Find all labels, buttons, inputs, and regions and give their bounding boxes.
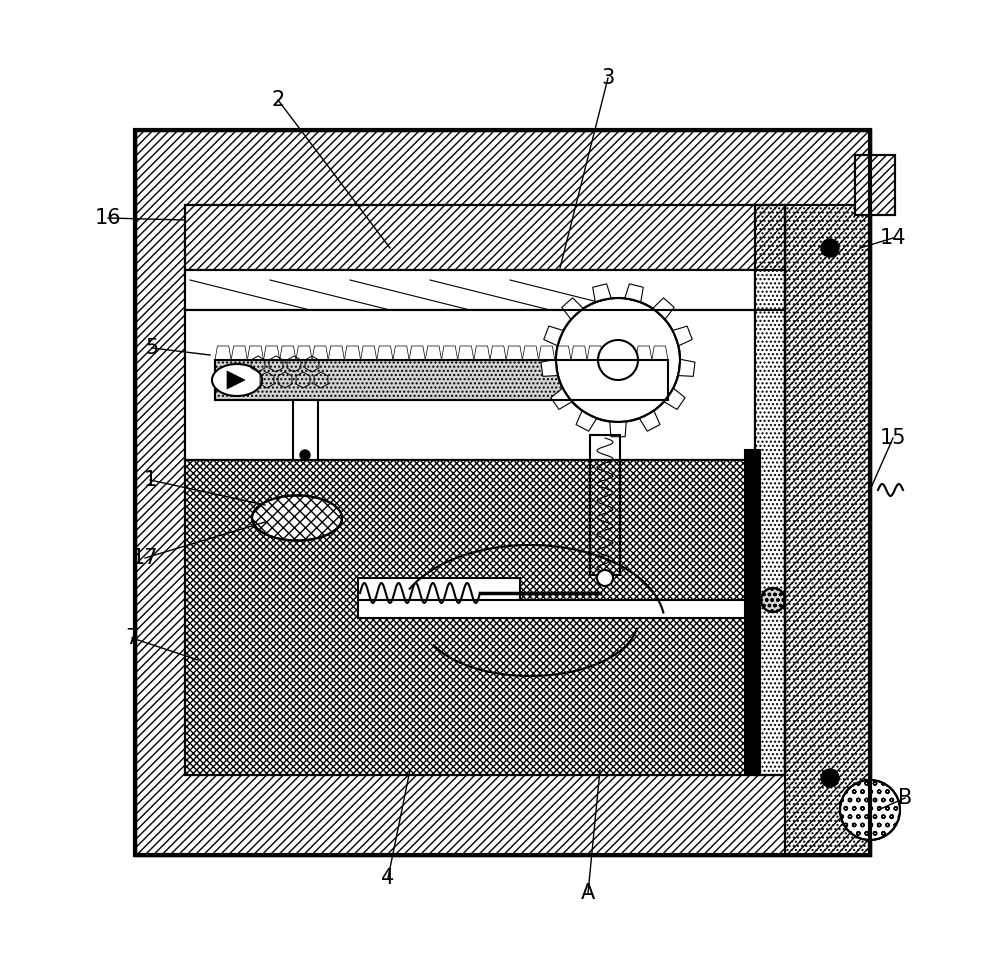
Ellipse shape xyxy=(252,495,342,540)
Text: 5: 5 xyxy=(145,338,159,358)
Bar xyxy=(185,205,785,775)
Text: 16: 16 xyxy=(95,208,121,228)
Bar xyxy=(135,130,870,855)
Circle shape xyxy=(597,570,613,586)
Polygon shape xyxy=(458,346,474,360)
Text: 4: 4 xyxy=(381,868,395,888)
Bar xyxy=(358,578,520,608)
Bar xyxy=(293,400,318,460)
Polygon shape xyxy=(361,346,377,360)
Text: 1: 1 xyxy=(143,470,157,490)
Polygon shape xyxy=(247,346,264,360)
Bar xyxy=(755,205,785,775)
Polygon shape xyxy=(653,298,674,320)
Bar xyxy=(755,205,785,775)
Circle shape xyxy=(840,780,900,840)
Text: B: B xyxy=(898,788,912,808)
Polygon shape xyxy=(227,371,245,389)
Bar xyxy=(215,360,668,400)
Text: A: A xyxy=(581,883,595,903)
Circle shape xyxy=(556,298,680,422)
Polygon shape xyxy=(576,411,597,431)
Polygon shape xyxy=(231,346,247,360)
Bar xyxy=(215,360,668,400)
Bar xyxy=(185,460,755,775)
Polygon shape xyxy=(664,388,685,409)
Circle shape xyxy=(300,450,310,460)
Polygon shape xyxy=(312,346,328,360)
Bar xyxy=(785,205,870,855)
Polygon shape xyxy=(562,298,583,320)
Polygon shape xyxy=(551,388,572,409)
Polygon shape xyxy=(490,346,506,360)
Circle shape xyxy=(598,340,638,380)
Text: 3: 3 xyxy=(601,68,615,88)
Text: 14: 14 xyxy=(880,228,906,248)
Circle shape xyxy=(821,239,839,257)
Bar xyxy=(185,205,785,775)
Polygon shape xyxy=(652,346,668,360)
Bar xyxy=(185,270,755,310)
Polygon shape xyxy=(264,346,280,360)
Polygon shape xyxy=(555,346,571,360)
Polygon shape xyxy=(678,359,695,376)
Polygon shape xyxy=(522,346,539,360)
Polygon shape xyxy=(610,421,626,437)
Polygon shape xyxy=(636,346,652,360)
Polygon shape xyxy=(425,346,442,360)
Text: 2: 2 xyxy=(271,90,285,110)
Polygon shape xyxy=(377,346,393,360)
Bar xyxy=(185,205,785,270)
Ellipse shape xyxy=(212,364,262,396)
Bar xyxy=(185,310,755,460)
Polygon shape xyxy=(296,346,312,360)
Polygon shape xyxy=(673,326,692,346)
Bar xyxy=(855,155,895,215)
Bar xyxy=(855,155,895,215)
Polygon shape xyxy=(215,346,231,360)
Text: 7: 7 xyxy=(125,628,139,648)
Text: 17: 17 xyxy=(132,548,158,568)
Polygon shape xyxy=(474,346,490,360)
Polygon shape xyxy=(409,346,425,360)
Circle shape xyxy=(821,769,839,787)
Polygon shape xyxy=(442,346,458,360)
Polygon shape xyxy=(506,346,522,360)
Text: 15: 15 xyxy=(880,428,906,448)
Polygon shape xyxy=(328,346,344,360)
Circle shape xyxy=(761,588,785,612)
Polygon shape xyxy=(571,346,587,360)
Polygon shape xyxy=(619,346,636,360)
Polygon shape xyxy=(544,326,563,346)
Bar xyxy=(785,205,870,855)
Polygon shape xyxy=(593,284,611,302)
Bar xyxy=(135,130,870,855)
Bar xyxy=(215,360,668,400)
Polygon shape xyxy=(393,346,409,360)
Polygon shape xyxy=(280,346,296,360)
Polygon shape xyxy=(344,346,361,360)
Bar xyxy=(590,435,620,575)
Polygon shape xyxy=(587,346,603,360)
Polygon shape xyxy=(539,346,555,360)
Bar xyxy=(745,450,760,775)
Polygon shape xyxy=(625,284,643,302)
Polygon shape xyxy=(541,359,558,376)
Bar xyxy=(135,130,870,855)
Polygon shape xyxy=(603,346,619,360)
Polygon shape xyxy=(639,411,660,431)
Bar xyxy=(358,600,755,618)
